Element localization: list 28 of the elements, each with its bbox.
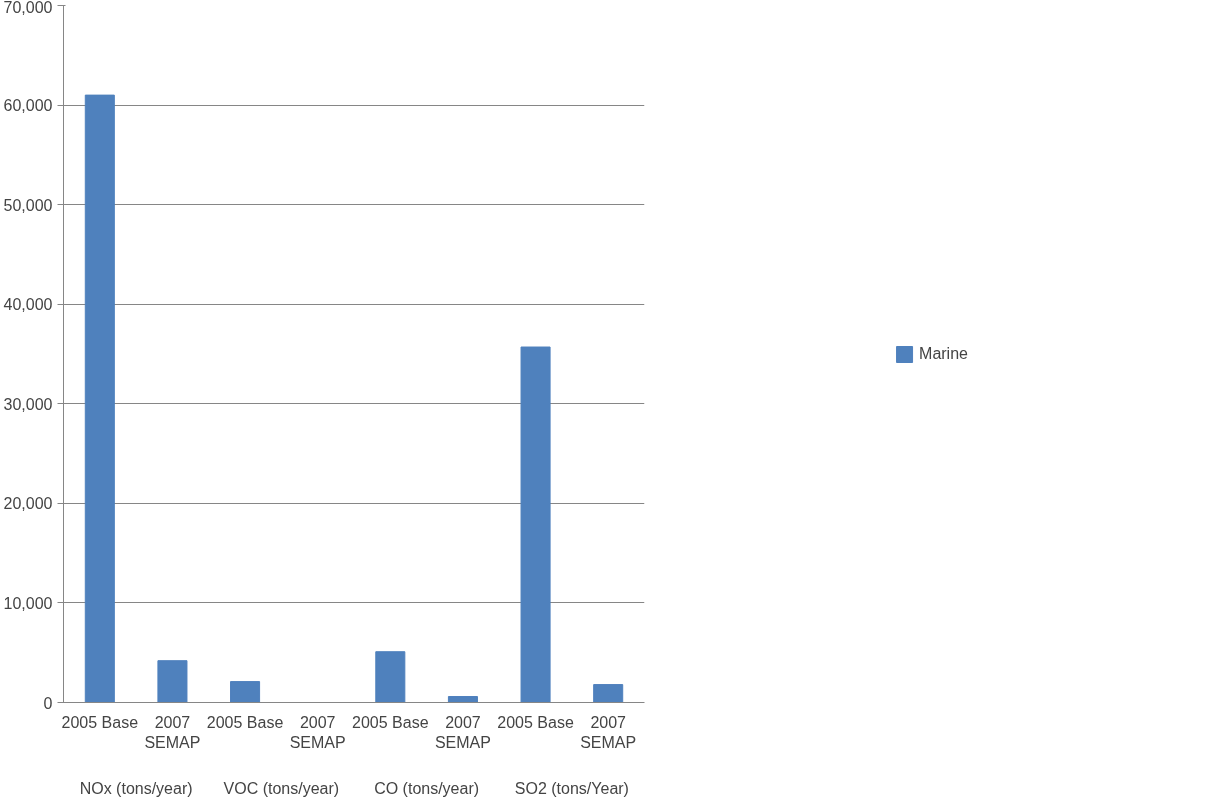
x-tick-label: 2007 SEMAP xyxy=(289,713,346,751)
text: VOC (tons/year) xyxy=(223,779,340,797)
y-tick-label: 40,000 xyxy=(3,296,53,314)
bar xyxy=(447,696,478,703)
bar xyxy=(84,94,115,703)
y-tick-label: 20,000 xyxy=(3,495,53,513)
x-tick-label: 2005 Base xyxy=(352,713,429,731)
y-tick-label: 10,000 xyxy=(3,594,53,612)
x-tick-label: 2005 Base xyxy=(497,713,574,731)
bar xyxy=(593,684,624,703)
y-tick-label: 60,000 xyxy=(3,97,53,115)
y-tick-label: 0 xyxy=(43,694,53,712)
x-tick-label: 2007 SEMAP xyxy=(434,713,491,751)
text: CO (tons/year) xyxy=(374,779,480,797)
bar xyxy=(375,651,406,703)
x-tick-label: 2005 Base xyxy=(206,713,284,731)
legend-label: Marine xyxy=(919,344,968,363)
bar xyxy=(520,346,551,703)
x-tick-label: 2005 Base xyxy=(61,713,139,731)
bar xyxy=(230,681,261,703)
y-tick-label: 50,000 xyxy=(3,196,53,214)
y-tick-label: 30,000 xyxy=(3,395,53,413)
text: SO2 (tons/Year) xyxy=(514,779,629,797)
bar xyxy=(157,660,188,703)
x-tick-label: 2007 SEMAP xyxy=(580,713,637,751)
y-tick-label: 70,000 xyxy=(3,0,53,16)
x-tick-label: 2007 SEMAP xyxy=(144,713,201,751)
text: NOx (tons/year) xyxy=(79,779,193,797)
